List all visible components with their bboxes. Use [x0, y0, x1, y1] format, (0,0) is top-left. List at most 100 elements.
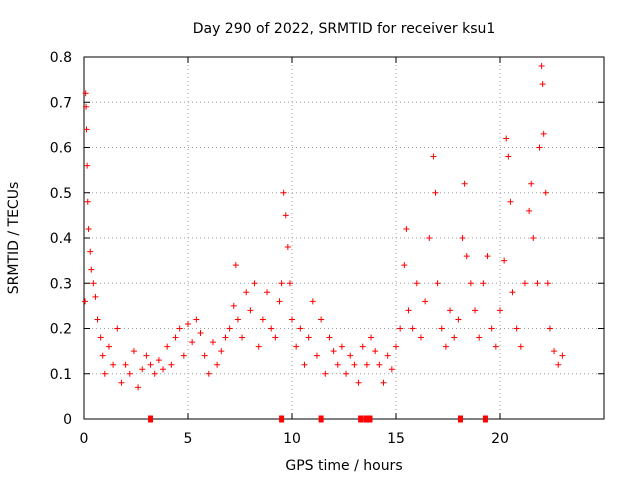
data-point — [209, 339, 216, 346]
data-point — [521, 280, 528, 287]
data-point — [480, 280, 487, 287]
data-point — [205, 370, 212, 377]
data-point — [84, 162, 91, 169]
data-point — [272, 334, 279, 341]
y-tick-label: 0.2 — [50, 322, 72, 338]
y-tick-label: 0.8 — [50, 50, 72, 66]
data-point — [201, 352, 208, 359]
y-tick-label: 0.6 — [50, 141, 72, 157]
data-point — [130, 348, 137, 355]
data-point — [363, 361, 370, 368]
data-point — [488, 325, 495, 332]
gap-marker — [318, 415, 324, 423]
data-point — [139, 366, 146, 373]
data-point — [351, 361, 358, 368]
data-point — [417, 334, 424, 341]
data-point — [322, 370, 329, 377]
data-point — [513, 325, 520, 332]
data-point — [546, 325, 553, 332]
data-point — [326, 334, 333, 341]
data-point — [289, 316, 295, 323]
data-point — [526, 207, 533, 214]
y-tick-label: 0.3 — [50, 276, 72, 292]
data-point — [555, 361, 562, 368]
data-point — [330, 348, 337, 355]
data-point — [442, 343, 449, 350]
data-point — [305, 334, 312, 341]
data-point — [484, 253, 491, 260]
y-tick-label: 0.7 — [50, 95, 72, 111]
data-point — [84, 198, 91, 205]
data-point — [234, 316, 241, 323]
y-axis-label: SRMTID / TECUs — [6, 182, 22, 295]
gap-marker — [482, 415, 488, 423]
data-point — [528, 180, 535, 187]
data-point — [176, 325, 183, 332]
data-point — [255, 343, 262, 350]
data-point — [338, 343, 345, 350]
x-tick-label: 5 — [184, 431, 193, 447]
data-point — [503, 135, 510, 142]
data-point — [380, 379, 387, 386]
data-point — [251, 280, 258, 287]
data-point — [309, 298, 316, 305]
data-point — [368, 334, 375, 341]
grid-lines — [84, 57, 604, 419]
data-point — [94, 316, 101, 323]
data-point — [87, 248, 94, 255]
gap-marker — [279, 415, 285, 423]
axis-ticks — [83, 56, 604, 420]
data-point — [92, 293, 99, 300]
data-point — [447, 307, 454, 314]
gap-marker — [358, 415, 364, 423]
data-point — [505, 153, 512, 160]
data-point — [297, 325, 304, 332]
data-point — [542, 189, 549, 196]
data-point — [280, 189, 287, 196]
data-point — [232, 262, 239, 269]
data-point — [501, 257, 508, 264]
data-point — [451, 334, 458, 341]
data-point — [168, 361, 175, 368]
data-point — [230, 302, 237, 309]
y-tick-label: 0.1 — [50, 367, 72, 383]
chart-title: Day 290 of 2022, SRMTID for receiver ksu… — [193, 21, 496, 37]
data-point — [432, 189, 439, 196]
tick-labels: 0 5 10 15 20 0 0.1 0.2 0.3 0.4 0.5 0.6 0.7 0.8 — [50, 50, 509, 447]
data-point — [455, 316, 462, 323]
data-point — [185, 320, 191, 327]
data-point — [268, 325, 275, 332]
data-point — [536, 144, 543, 151]
data-point — [388, 366, 395, 373]
data-point — [155, 357, 162, 364]
data-point — [239, 334, 246, 341]
data-point — [180, 352, 187, 359]
data-point — [293, 343, 300, 350]
data-point — [509, 289, 516, 296]
data-point — [243, 289, 250, 296]
data-point — [463, 253, 470, 260]
data-point — [276, 298, 283, 305]
data-point — [143, 352, 150, 359]
data-point — [559, 352, 566, 359]
data-point — [226, 325, 233, 332]
data-point — [492, 343, 499, 350]
data-point — [110, 361, 117, 368]
data-point — [343, 370, 350, 377]
data-point — [101, 370, 108, 377]
data-point — [355, 379, 362, 386]
data-point — [318, 316, 325, 323]
data-point — [434, 280, 441, 287]
data-point — [147, 361, 154, 368]
data-point — [405, 307, 412, 314]
data-point — [97, 334, 104, 341]
data-point — [85, 225, 92, 232]
y-tick-label: 0.5 — [50, 186, 72, 202]
data-point — [222, 334, 229, 341]
data-point — [172, 334, 179, 341]
data-point — [151, 370, 158, 377]
gap-marker — [457, 415, 463, 423]
data-point — [105, 343, 112, 350]
data-point — [540, 130, 547, 137]
data-point — [409, 325, 416, 332]
